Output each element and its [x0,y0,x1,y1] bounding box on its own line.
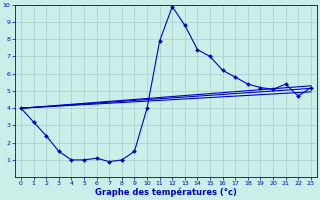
X-axis label: Graphe des températures (°c): Graphe des températures (°c) [95,188,237,197]
